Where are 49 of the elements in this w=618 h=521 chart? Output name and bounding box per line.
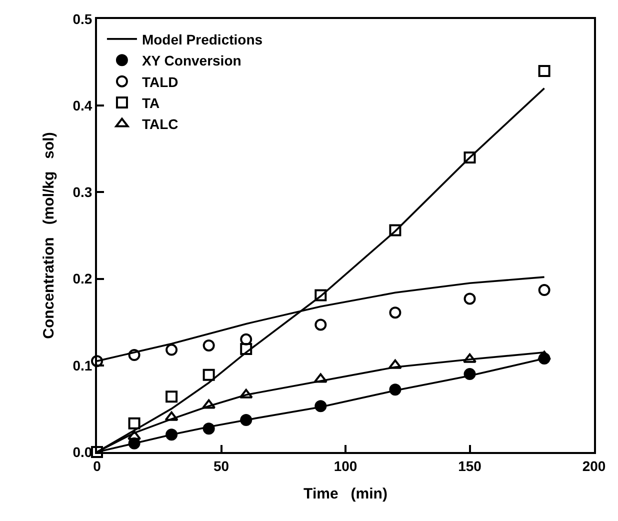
x-tick-label: 50: [213, 458, 230, 474]
x-tick-label: 200: [582, 458, 606, 474]
point: [202, 422, 215, 435]
point: [164, 411, 178, 421]
point: [389, 224, 402, 236]
point: [389, 384, 402, 396]
point: [202, 339, 215, 352]
point: [166, 428, 178, 441]
point: [239, 388, 253, 398]
x-tick-label: 0: [93, 458, 102, 474]
point: [202, 399, 216, 409]
y-tick-label: 0.0: [72, 444, 92, 460]
point: [166, 344, 178, 356]
x-tick-label: 150: [458, 458, 482, 474]
legend-label: XY Conversion: [142, 52, 242, 69]
point: [128, 430, 142, 440]
point: [389, 306, 402, 319]
point: [314, 373, 328, 383]
point: [314, 318, 327, 331]
point: [240, 342, 252, 355]
point: [240, 414, 252, 426]
point: [91, 446, 103, 458]
point: [464, 292, 476, 305]
legend-label: Model Predictions: [142, 31, 263, 48]
point: [314, 289, 327, 302]
legend-label: TA: [142, 94, 160, 111]
x-axis-title: Time (min): [304, 485, 388, 502]
y-axis-title: Concentration (mol/kg sol): [40, 132, 58, 339]
point: [538, 350, 552, 360]
legend-label: TALC: [142, 116, 178, 132]
point: [314, 400, 327, 412]
point: [538, 284, 550, 296]
y-tick-label: 0.5: [72, 10, 92, 27]
legend-label: TALD: [142, 74, 178, 90]
y-tick-label: 0.4: [72, 98, 92, 114]
point: [388, 359, 402, 369]
point: [128, 349, 140, 362]
point: [202, 368, 215, 381]
point: [166, 390, 178, 403]
y-tick-label: 0.2: [72, 270, 92, 287]
point: [538, 64, 550, 77]
y-tick-label: 0.3: [72, 184, 92, 200]
point: [464, 152, 476, 164]
point: [464, 368, 476, 380]
x-tick-label: 100: [334, 458, 358, 474]
y-tick-label: 0.1: [72, 357, 92, 374]
point: [240, 333, 252, 346]
point: [128, 417, 140, 430]
point: [91, 355, 103, 368]
